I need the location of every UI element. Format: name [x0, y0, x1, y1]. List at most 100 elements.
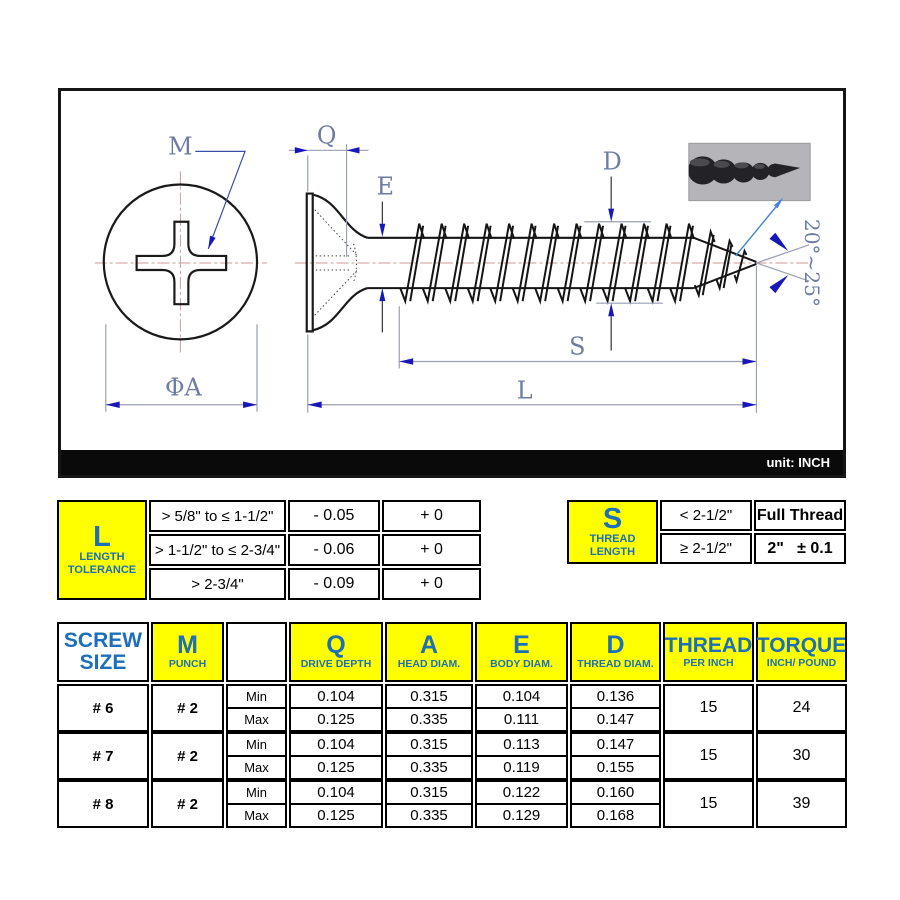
- value-cell: Full Thread: [754, 500, 846, 531]
- lower-tolerance-cell: - 0.09: [288, 568, 380, 600]
- arrowhead-icon: [243, 401, 257, 408]
- header-punch: M PUNCH: [151, 622, 224, 682]
- technical-drawing-panel: M ΦA: [58, 88, 846, 478]
- drawing-area: M ΦA: [61, 91, 843, 450]
- range-cell: > 5/8" to ≤ 1-1/2": [149, 500, 286, 532]
- arrowhead-icon: [346, 147, 360, 154]
- torque-cell: 39: [756, 780, 847, 828]
- header-drive-depth: Q DRIVE DEPTH: [289, 622, 383, 682]
- size-cell: # 7: [57, 732, 149, 780]
- e-cell: 0.122 0.129: [475, 780, 568, 828]
- a-cell: 0.315 0.335: [385, 732, 473, 780]
- a-cell: 0.315 0.335: [385, 684, 473, 732]
- dim-phi-a: ΦA: [105, 324, 258, 412]
- caption: LENGTH: [589, 546, 636, 558]
- unit-bar: unit: INCH: [61, 450, 843, 475]
- thread-per-inch-cell: 15: [663, 780, 754, 828]
- header-thread-per-inch: THREAD PER INCH: [663, 622, 754, 682]
- minmax-cell: Min Max: [226, 732, 287, 780]
- table-row-size8: # 8 # 2 Min Max 0.104 0.125 0.315 0.335 …: [57, 780, 847, 828]
- label-m: M: [168, 132, 192, 160]
- condition-cell: < 2-1/2": [660, 500, 752, 531]
- length-tolerance-table: L LENGTH TOLERANCE > 5/8" to ≤ 1-1/2" - …: [57, 500, 485, 600]
- tip-angle-annotation: 20°~25°: [756, 219, 824, 307]
- screw-body-threads: [367, 222, 695, 303]
- arrowhead-icon: [208, 235, 216, 249]
- d-cell: 0.160 0.168: [570, 780, 661, 828]
- length-tolerance-symbol-cell: L LENGTH TOLERANCE: [57, 500, 147, 600]
- spec-table: SCREW SIZE M PUNCH Q DRIVE DEPTH A HEAD …: [57, 622, 847, 828]
- arrowhead-icon: [769, 232, 789, 251]
- arrowhead-icon: [773, 197, 784, 209]
- spec-table-header: SCREW SIZE M PUNCH Q DRIVE DEPTH A HEAD …: [57, 622, 847, 682]
- d-cell: 0.136 0.147: [570, 684, 661, 732]
- dim-q: Q: [288, 121, 369, 257]
- thread-length-table: S THREAD LENGTH < 2-1/2" Full Thread ≥ 2…: [567, 500, 850, 564]
- lower-tolerance-cell: - 0.05: [288, 500, 380, 532]
- label-s: S: [569, 332, 585, 360]
- punch-cell: # 2: [151, 684, 224, 732]
- arrowhead-icon: [399, 358, 414, 365]
- d-cell: 0.147 0.155: [570, 732, 661, 780]
- arrowhead-icon: [105, 401, 120, 408]
- caption: THREAD: [589, 533, 636, 545]
- label-phi-a: ΦA: [165, 374, 202, 402]
- e-cell: 0.113 0.119: [475, 732, 568, 780]
- dim-m-leader: M: [168, 132, 246, 250]
- arrowhead-icon: [294, 147, 308, 154]
- value-cell: 2" ± 0.1: [754, 533, 846, 564]
- q-cell: 0.104 0.125: [289, 732, 383, 780]
- header-thread-diam: D THREAD DIAM.: [570, 622, 661, 682]
- punch-cell: # 2: [151, 780, 224, 828]
- thread-per-inch-cell: 15: [663, 732, 754, 780]
- label-l: L: [517, 377, 533, 405]
- dim-l: L: [307, 265, 758, 413]
- condition-cell: ≥ 2-1/2": [660, 533, 752, 564]
- thread-per-inch-cell: 15: [663, 684, 754, 732]
- thread-length-symbol-cell: S THREAD LENGTH: [567, 500, 658, 564]
- arrowhead-icon: [742, 401, 757, 408]
- range-cell: > 1-1/2" to ≤ 2-3/4": [149, 534, 286, 566]
- a-cell: 0.315 0.335: [385, 780, 473, 828]
- dim-d: D: [584, 147, 663, 351]
- symbol-s: S: [602, 503, 623, 535]
- table-row-size7: # 7 # 2 Min Max 0.104 0.125 0.315 0.335 …: [57, 732, 847, 780]
- phillips-cross: [135, 220, 228, 306]
- screw-side-view-head: [305, 192, 368, 333]
- size-cell: # 6: [57, 684, 149, 732]
- header-minmax-spacer: [226, 622, 287, 682]
- upper-tolerance-cell: + 0: [382, 534, 481, 566]
- screw-drawing: M ΦA: [94, 121, 824, 413]
- header-body-diam: E BODY DIAM.: [475, 622, 568, 682]
- header-torque: TORQUE INCH/ POUND: [756, 622, 847, 682]
- punch-cell: # 2: [151, 732, 224, 780]
- screw-tip: [693, 228, 757, 299]
- upper-tolerance-cell: + 0: [382, 568, 481, 600]
- minmax-cell: Min Max: [226, 780, 287, 828]
- upper-tolerance-cell: + 0: [382, 500, 481, 532]
- label-tip-angle: 20°~25°: [800, 219, 824, 307]
- table-row-size6: # 6 # 2 Min Max 0.104 0.125 0.315 0.335 …: [57, 684, 847, 732]
- header-head-diam: A HEAD DIAM.: [385, 622, 473, 682]
- recess-hidden-lines: [314, 209, 358, 316]
- caption: TOLERANCE: [67, 564, 137, 576]
- q-cell: 0.104 0.125: [289, 780, 383, 828]
- dim-s: S: [398, 306, 757, 369]
- arrowhead-icon: [307, 401, 322, 408]
- dim-e: E: [377, 172, 394, 333]
- arrowhead-icon: [608, 303, 615, 317]
- torque-cell: 30: [756, 732, 847, 780]
- q-cell: 0.104 0.125: [289, 684, 383, 732]
- unit-note: unit: INCH: [766, 455, 830, 470]
- arrowhead-icon: [742, 358, 757, 365]
- label-e: E: [377, 172, 394, 200]
- arrowhead-icon: [608, 208, 615, 222]
- arrowhead-icon: [379, 288, 386, 302]
- head-outline: [102, 183, 259, 341]
- screw-tip-photo: [688, 142, 811, 202]
- centerlines: [94, 171, 812, 353]
- arrowhead-icon: [379, 223, 386, 237]
- lower-tolerance-cell: - 0.06: [288, 534, 380, 566]
- torque-cell: 24: [756, 684, 847, 732]
